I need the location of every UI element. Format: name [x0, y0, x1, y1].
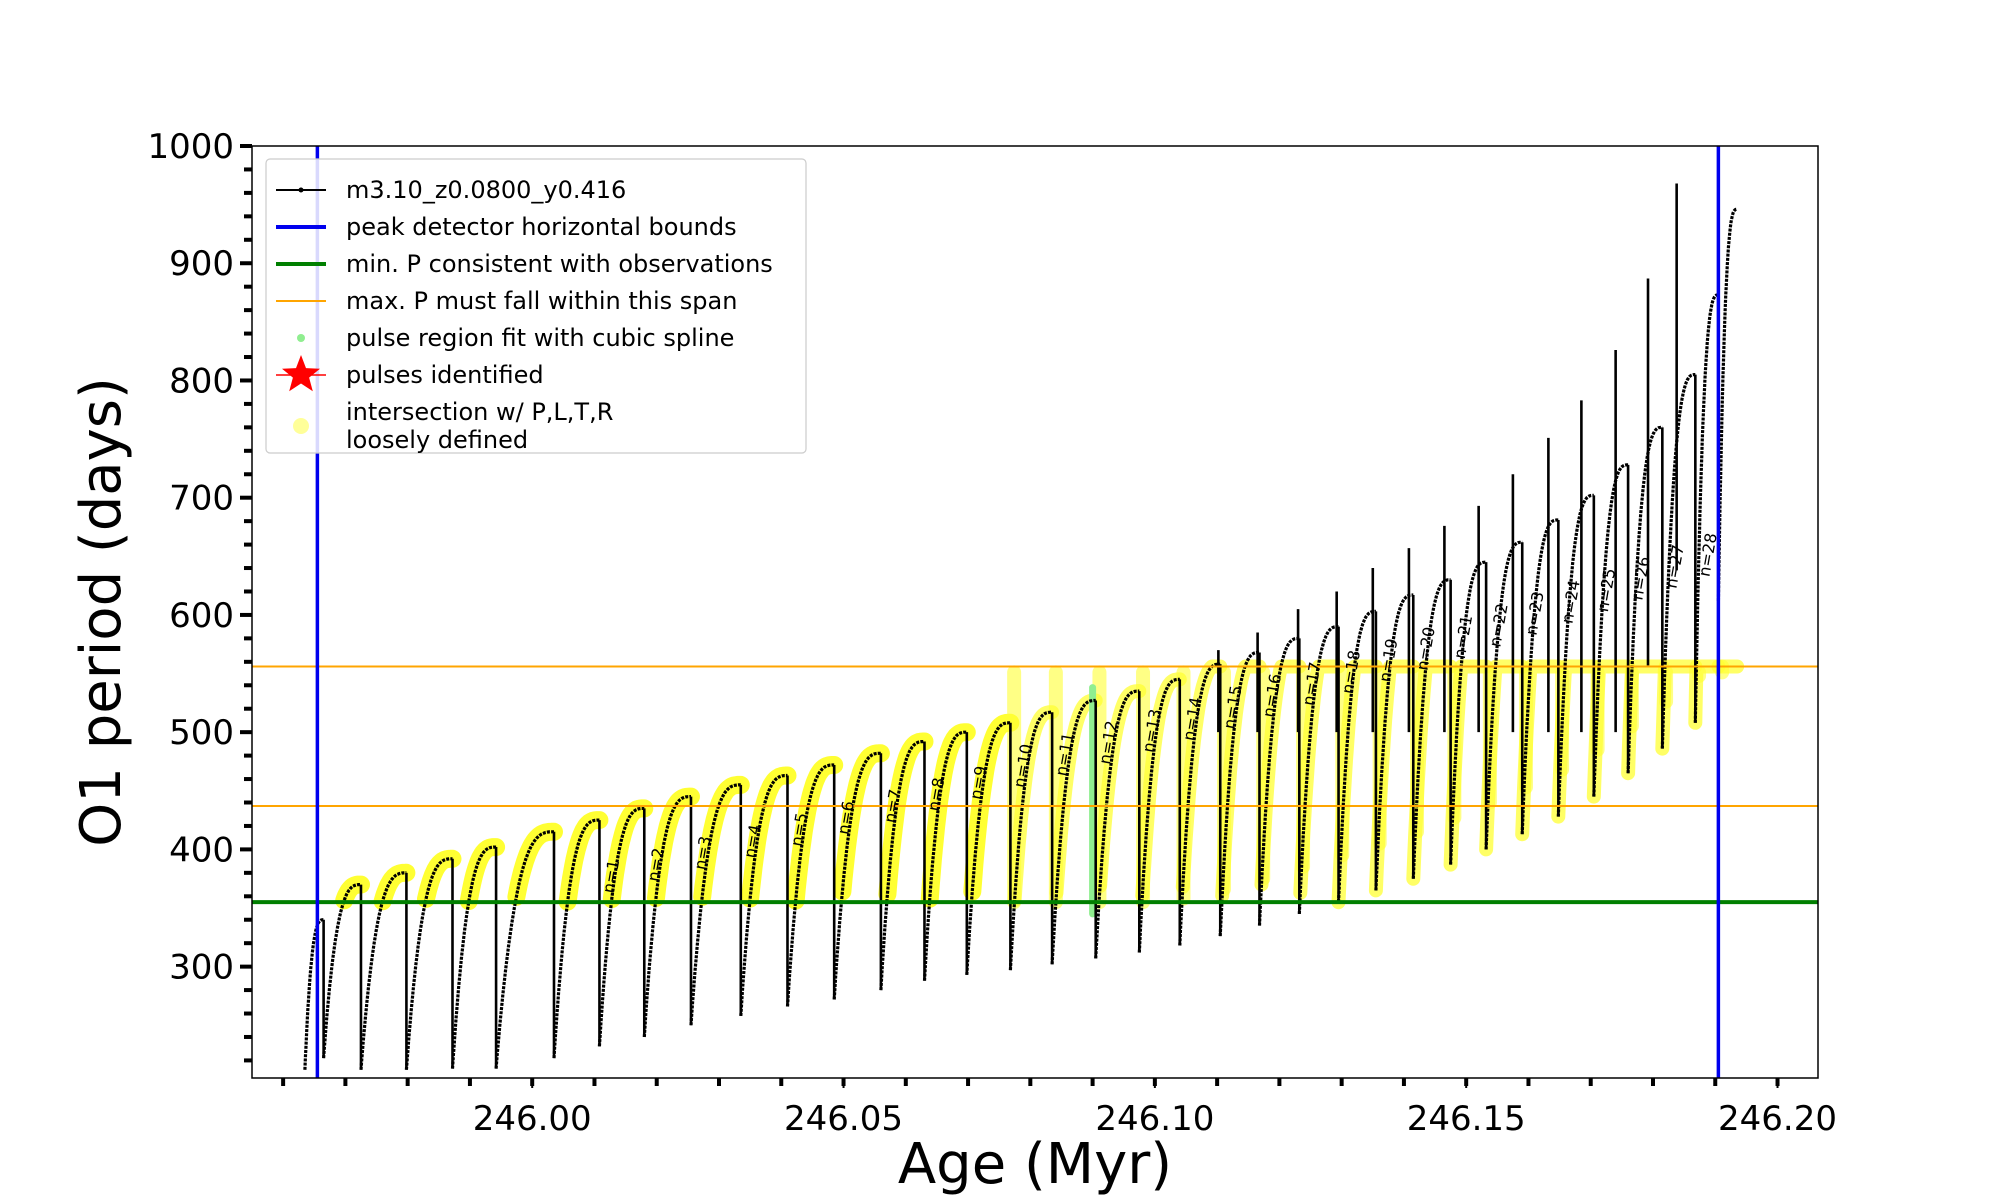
y-tick-label-6: 800	[169, 361, 234, 401]
pulse-cycle-17	[1008, 710, 1053, 971]
pulse-cycle-25	[1336, 609, 1377, 903]
pulse-cycle-31	[1556, 493, 1595, 817]
pulse-cycle-15	[922, 730, 968, 981]
pulse-cycle-20	[1137, 677, 1181, 953]
legend-item-1: m3.10_z0.0800_y0.416	[276, 176, 626, 204]
pulse-cycle-10	[689, 783, 742, 1026]
pulse-cycle-23	[1257, 636, 1301, 926]
legend-item-4: max. P must fall within this span	[276, 287, 737, 315]
pulse-cycle-14	[879, 739, 926, 991]
x-tick-label-3: 246.10	[1095, 1099, 1214, 1139]
reference-lines	[252, 665, 1818, 905]
svg-text:min. P consistent with observa: min. P consistent with observations	[346, 250, 773, 278]
y-tick-label-2: 400	[169, 830, 234, 870]
svg-text:pulse region fit with cubic sp: pulse region fit with cubic spline	[346, 324, 734, 352]
pulse-cycle-36	[1716, 207, 1739, 601]
x-tick-label-4: 246.15	[1407, 1099, 1526, 1139]
y-tick-label-8: 1000	[147, 127, 234, 167]
x-tick-label-1: 246.00	[473, 1099, 592, 1139]
pulse-cycle-24	[1297, 625, 1340, 914]
pulse-cycle-32	[1592, 463, 1630, 797]
x-tick-label-5: 246.20	[1718, 1099, 1837, 1139]
pulse-cycle-26	[1374, 593, 1415, 891]
x-axis-title: Age (Myr)	[898, 1132, 1172, 1197]
pulse-cycle-5	[450, 845, 497, 1069]
svg-text:pulses identified: pulses identified	[346, 361, 544, 389]
svg-text:max. P must fall within this s: max. P must fall within this span	[346, 287, 737, 315]
y-axis: 300 400 500 600 700 800 900 1000	[147, 127, 252, 1063]
y-tick-label-4: 600	[169, 596, 234, 636]
plot-frame	[251, 145, 1819, 1079]
pulse-cycle-13	[832, 751, 882, 1000]
x-tick-label-2: 246.05	[784, 1099, 903, 1139]
pulse-cycle-28	[1449, 560, 1488, 865]
pulse-cycle-34	[1660, 373, 1697, 749]
legend-item-3: min. P consistent with observations	[276, 250, 773, 278]
pulse-cycle-35	[1693, 293, 1720, 723]
pulse-cycle-2	[322, 883, 362, 1059]
y-tick-label-1: 300	[169, 948, 234, 988]
y-tick-label-3: 500	[169, 713, 234, 753]
y-tick-label-5: 700	[169, 479, 234, 519]
pulse-cycle-6	[494, 830, 555, 1069]
pulse-cycle-30	[1520, 518, 1560, 835]
pulse-cycle-29	[1484, 540, 1524, 850]
pulse-cycle-9	[642, 795, 692, 1038]
pulse-cycle-1	[303, 918, 325, 1070]
pulse-cycle-18	[1050, 698, 1097, 965]
pulse-cycle-12	[785, 763, 835, 1007]
series-curve	[303, 183, 1739, 1070]
y-axis-title: O1 period (days)	[69, 377, 134, 847]
legend-item-7: intersection w/ P,L,T,R loosely defined	[293, 398, 613, 454]
pulse-cycle-22	[1218, 650, 1261, 937]
svg-text:peak detector horizontal bound: peak detector horizontal bounds	[346, 213, 737, 241]
y-tick-label-7: 900	[169, 244, 234, 284]
svg-text:m3.10_z0.0800_y0.416: m3.10_z0.0800_y0.416	[346, 176, 626, 204]
legend-item-2: peak detector horizontal bounds	[276, 213, 737, 241]
x-axis: 246.00 246.05 246.10 246.15 246.20	[281, 1078, 1837, 1139]
legend-item-6: pulses identified	[276, 355, 544, 392]
pulse-cycle-3	[359, 871, 408, 1070]
pulse-cycle-4	[404, 857, 454, 1070]
pulse-cycle-21	[1178, 662, 1222, 946]
pulse-cycle-19	[1094, 689, 1141, 959]
pulse-cycle-33	[1626, 425, 1664, 774]
legend-frame	[265, 158, 807, 454]
pulse-cycle-16	[965, 721, 1012, 975]
legend-item-5: pulse region fit with cubic spline	[297, 324, 734, 352]
